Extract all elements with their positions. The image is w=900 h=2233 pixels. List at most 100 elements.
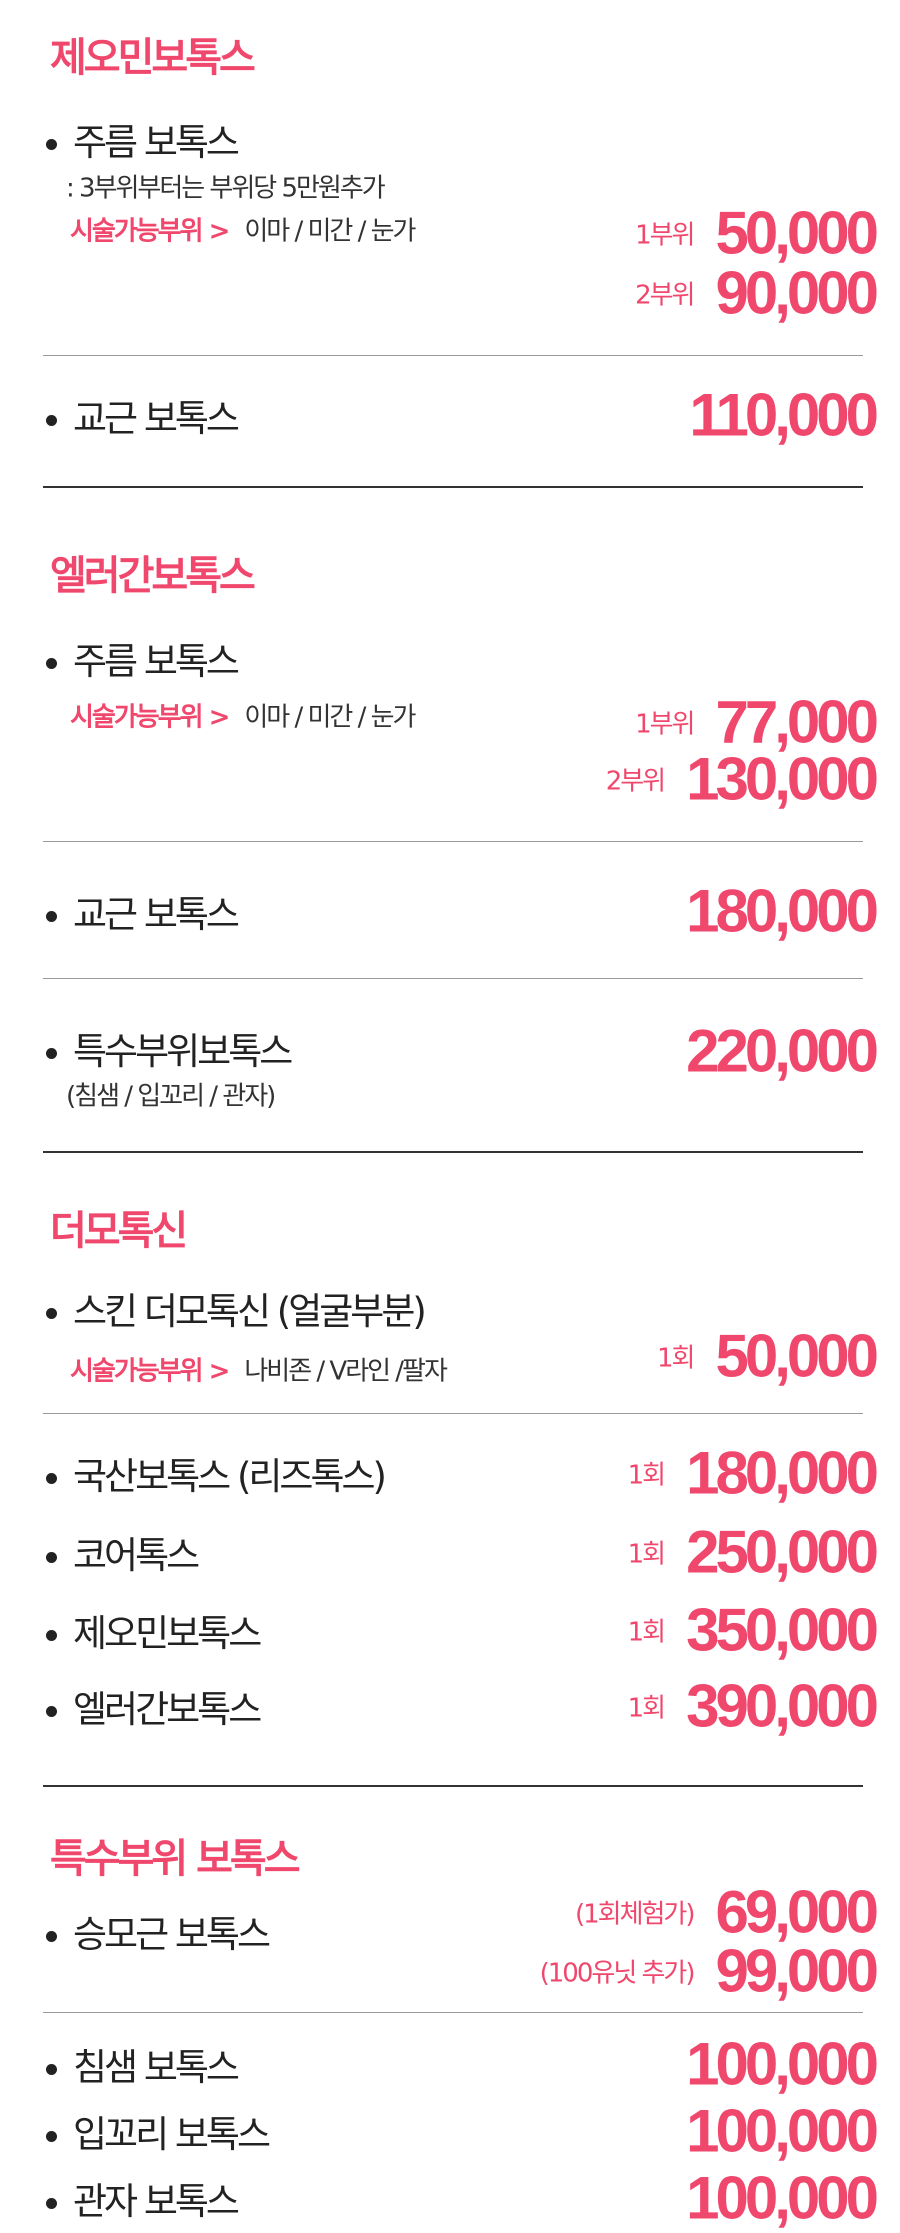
price-value: 50,000 (715, 1322, 879, 1390)
price-row: 1부위 77,000 (635, 688, 879, 757)
treatment-areas-value: 이마 / 미간 / 눈가 (244, 702, 416, 733)
price-value: 69,000 (715, 1878, 879, 1946)
item-name-text: 스킨 더모톡신 (얼굴부분) (73, 1290, 427, 1333)
divider (43, 841, 863, 842)
bullet-icon (46, 139, 57, 150)
divider (43, 355, 863, 356)
divider (43, 978, 863, 979)
price-value: 99,000 (715, 1937, 879, 2005)
section-title: 제오민보톡스 (50, 35, 256, 81)
item-name-text: 교근 보톡스 (73, 397, 240, 440)
bullet-icon (46, 2198, 57, 2209)
price-value: 90,000 (715, 259, 879, 327)
price-label: 1회 (627, 1693, 666, 1724)
price-value: 390,000 (686, 1672, 879, 1740)
divider (43, 2012, 863, 2013)
price-label: 1회 (657, 1343, 695, 1374)
item-name: 엘러간보톡스 (46, 1679, 262, 1733)
price-label: 2부위 (635, 280, 695, 311)
item-name: 교근 보톡스 (46, 884, 240, 938)
item-name-text: 국산보톡스 (리즈톡스) (73, 1455, 387, 1498)
item-name: 코어톡스 (46, 1525, 200, 1579)
bullet-icon (46, 1308, 57, 1319)
price-label: (100유닛 추가) (539, 1958, 696, 1989)
price-label: 1회 (627, 1539, 666, 1570)
price-value: 50,000 (715, 199, 879, 267)
item-name: 스킨 더모톡신 (얼굴부분) (46, 1281, 427, 1335)
price-row: (100유닛 추가) 99,000 (539, 1937, 879, 2006)
price-row: 220,000 (686, 1017, 879, 1086)
section-title: 특수부위 보톡스 (50, 1836, 301, 1882)
divider (43, 1785, 863, 1787)
price-value: 220,000 (686, 1017, 879, 1085)
price-label: 1회 (627, 1460, 666, 1491)
item-name-text: 교근 보톡스 (73, 893, 240, 936)
bullet-icon (46, 1552, 57, 1563)
divider (43, 1413, 863, 1414)
price-value: 180,000 (686, 1439, 879, 1507)
price-row: 180,000 (686, 877, 879, 946)
section-title: 엘러간보톡스 (50, 553, 256, 599)
item-name-text: 주름 보톡스 (73, 121, 240, 164)
price-row: 1회 50,000 (657, 1322, 879, 1391)
price-row: 1회 180,000 (627, 1439, 879, 1508)
bullet-icon (46, 1706, 57, 1717)
price-row: 100,000 (686, 2030, 879, 2099)
price-row: 100,000 (686, 2097, 879, 2166)
bullet-icon (46, 2131, 57, 2142)
price-value: 77,000 (715, 688, 879, 756)
treatment-areas-label: 시술가능부위 > (70, 702, 230, 733)
item-note: (침샘 / 입꼬리 / 관자) (66, 1081, 276, 1112)
price-row: (1회체험가) 69,000 (574, 1878, 879, 1947)
treatment-areas-label: 시술가능부위 > (70, 216, 230, 247)
price-value: 180,000 (686, 877, 879, 945)
divider (43, 1151, 863, 1153)
price-row: 1회 250,000 (627, 1518, 879, 1587)
price-row: 1회 390,000 (627, 1672, 879, 1741)
item-name: 침샘 보톡스 (46, 2037, 240, 2091)
item-name-text: 코어톡스 (73, 1534, 200, 1577)
section-title: 더모톡신 (50, 1208, 188, 1254)
bullet-icon (46, 1473, 57, 1484)
item-name: 주름 보톡스 (46, 631, 240, 685)
price-value: 350,000 (686, 1596, 879, 1664)
item-name: 국산보톡스 (리즈톡스) (46, 1446, 387, 1500)
price-value: 100,000 (686, 2164, 879, 2232)
price-label: 1회 (627, 1617, 666, 1648)
bullet-icon (46, 1931, 57, 1942)
treatment-areas-value: 나비존 / V라인 /팔자 (244, 1356, 448, 1387)
price-row: 2부위 130,000 (606, 745, 879, 814)
item-name: 제오민보톡스 (46, 1603, 262, 1657)
price-label: (1회체험가) (574, 1899, 696, 1930)
item-name-text: 승모근 보톡스 (73, 1913, 271, 1956)
item-name: 주름 보톡스 (46, 112, 240, 166)
bullet-icon (46, 911, 57, 922)
bullet-icon (46, 658, 57, 669)
item-name-text: 관자 보톡스 (73, 2180, 240, 2223)
item-name: 특수부위보톡스 (46, 1021, 293, 1075)
item-name: 관자 보톡스 (46, 2171, 240, 2225)
item-name: 교근 보톡스 (46, 388, 240, 442)
price-value: 250,000 (686, 1518, 879, 1586)
item-note: : 3부위부터는 부위당 5만원추가 (66, 173, 386, 204)
item-name-text: 특수부위보톡스 (73, 1030, 293, 1073)
price-row: 2부위 90,000 (635, 259, 879, 328)
treatment-areas: 시술가능부위 > 이마 / 미간 / 눈가 (70, 211, 416, 248)
item-name-text: 제오민보톡스 (73, 1612, 262, 1655)
item-name-text: 입꼬리 보톡스 (73, 2113, 271, 2156)
treatment-areas: 시술가능부위 > 이마 / 미간 / 눈가 (70, 697, 416, 734)
bullet-icon (46, 2064, 57, 2075)
divider (43, 486, 863, 488)
price-row: 100,000 (686, 2164, 879, 2233)
price-label: 1부위 (635, 709, 695, 740)
price-row: 1회 350,000 (627, 1596, 879, 1665)
price-row: 110,000 (689, 381, 879, 450)
price-value: 100,000 (686, 2030, 879, 2098)
price-row: 1부위 50,000 (635, 199, 879, 268)
price-label: 1부위 (635, 220, 695, 251)
bullet-icon (46, 415, 57, 426)
bullet-icon (46, 1630, 57, 1641)
item-name-text: 주름 보톡스 (73, 640, 240, 683)
bullet-icon (46, 1048, 57, 1059)
item-name-text: 엘러간보톡스 (73, 1688, 262, 1731)
